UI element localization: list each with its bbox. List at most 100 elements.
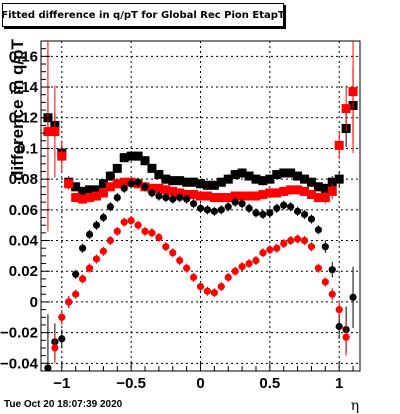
data-point-circle — [72, 270, 80, 278]
data-point-circle — [92, 221, 101, 229]
y-axis-title: difference in q/pT — [8, 39, 27, 181]
y-tick-label: −0.04 — [0, 355, 39, 372]
data-point-circle — [245, 204, 253, 212]
data-point-circle — [210, 207, 218, 215]
data-point-square — [251, 174, 261, 184]
data-point-square — [265, 188, 275, 198]
data-point-square — [293, 185, 303, 195]
data-point-square — [265, 174, 275, 184]
data-point-square — [313, 182, 323, 192]
data-point-square — [306, 177, 316, 187]
data-point-circle — [252, 209, 260, 217]
data-point-square — [43, 127, 53, 137]
data-point-circle — [293, 207, 302, 215]
data-point-circle — [203, 206, 212, 214]
data-point-circle — [141, 227, 149, 235]
data-point-circle — [176, 256, 184, 265]
data-point-circle — [58, 313, 66, 321]
data-point-square — [71, 182, 81, 192]
y-tick-label: 0.14 — [9, 79, 39, 96]
y-tick-label: 0.08 — [9, 171, 38, 188]
data-point-square — [313, 193, 323, 203]
data-point-square — [147, 163, 157, 173]
data-point-square — [189, 177, 199, 187]
data-series — [43, 41, 358, 372]
data-point-square — [209, 180, 219, 190]
data-point-circle — [106, 236, 114, 245]
data-point-square — [258, 189, 268, 199]
data-point-square — [202, 191, 212, 201]
data-point-square — [223, 174, 233, 184]
data-point-square — [286, 168, 296, 178]
data-point-square — [133, 151, 143, 161]
data-point-circle — [99, 247, 108, 255]
data-point-circle — [196, 204, 205, 212]
data-point-square — [244, 171, 254, 181]
data-point-circle — [162, 243, 170, 251]
data-point-circle — [287, 236, 295, 245]
data-point-circle — [162, 193, 170, 202]
data-point-circle — [196, 282, 205, 291]
data-point-circle — [321, 278, 329, 286]
data-point-square — [334, 174, 344, 184]
data-point-circle — [307, 215, 316, 223]
data-point-square — [105, 171, 115, 181]
data-point-square — [50, 127, 60, 137]
data-point-square — [71, 193, 81, 203]
data-point-square — [119, 177, 129, 187]
chart-title: Fitted difference in q/pT for Global Rec… — [1, 3, 285, 27]
data-point-square — [279, 168, 289, 178]
data-point-circle — [155, 192, 163, 200]
data-point-square — [209, 193, 219, 203]
data-point-square — [175, 176, 185, 186]
data-point-square — [196, 179, 205, 189]
data-point-circle — [307, 243, 316, 251]
data-point-circle — [113, 193, 121, 202]
data-point-circle — [127, 216, 135, 225]
data-point-circle — [224, 203, 232, 211]
date-stamp: Tue Oct 20 18:07:39 2020 — [4, 399, 123, 410]
data-point-circle — [72, 290, 80, 298]
data-point-square — [78, 186, 88, 196]
data-point-circle — [273, 244, 281, 252]
data-point-circle — [92, 255, 101, 263]
x-tick-label: 1 — [335, 375, 343, 392]
data-point-square — [112, 179, 122, 189]
data-point-circle — [141, 183, 149, 191]
data-point-circle — [321, 243, 329, 251]
series-2 — [44, 177, 357, 372]
data-point-square — [272, 170, 282, 180]
data-point-square — [258, 176, 268, 186]
data-point-square — [112, 163, 122, 173]
data-point-square — [196, 191, 205, 201]
y-tick-label: 0.12 — [9, 110, 38, 127]
data-point-square — [119, 153, 129, 163]
data-point-circle — [328, 266, 336, 274]
data-point-circle — [266, 246, 274, 254]
data-point-square — [306, 189, 316, 199]
data-point-circle — [280, 240, 288, 248]
data-point-square — [237, 168, 247, 178]
data-point-circle — [293, 235, 302, 243]
data-point-square — [98, 188, 108, 198]
data-point-square — [168, 186, 178, 196]
y-tick-label: 0.06 — [9, 202, 38, 219]
data-point-square — [57, 151, 67, 161]
y-tick-label: −0.02 — [0, 325, 38, 342]
series-3 — [51, 215, 350, 364]
data-point-square — [320, 183, 330, 193]
data-point-circle — [224, 273, 232, 281]
data-point-circle — [203, 287, 212, 295]
data-point-circle — [148, 229, 156, 237]
series-1 — [43, 41, 358, 232]
data-point-circle — [259, 249, 267, 257]
data-point-circle — [238, 263, 246, 271]
x-tick-label: −1 — [53, 375, 70, 392]
y-tick-label: 0.1 — [17, 140, 38, 157]
data-point-circle — [169, 195, 177, 203]
data-point-square — [216, 177, 226, 187]
data-point-square — [202, 180, 212, 190]
y-tick-label: 0.04 — [9, 233, 39, 250]
data-point-circle — [134, 221, 142, 229]
